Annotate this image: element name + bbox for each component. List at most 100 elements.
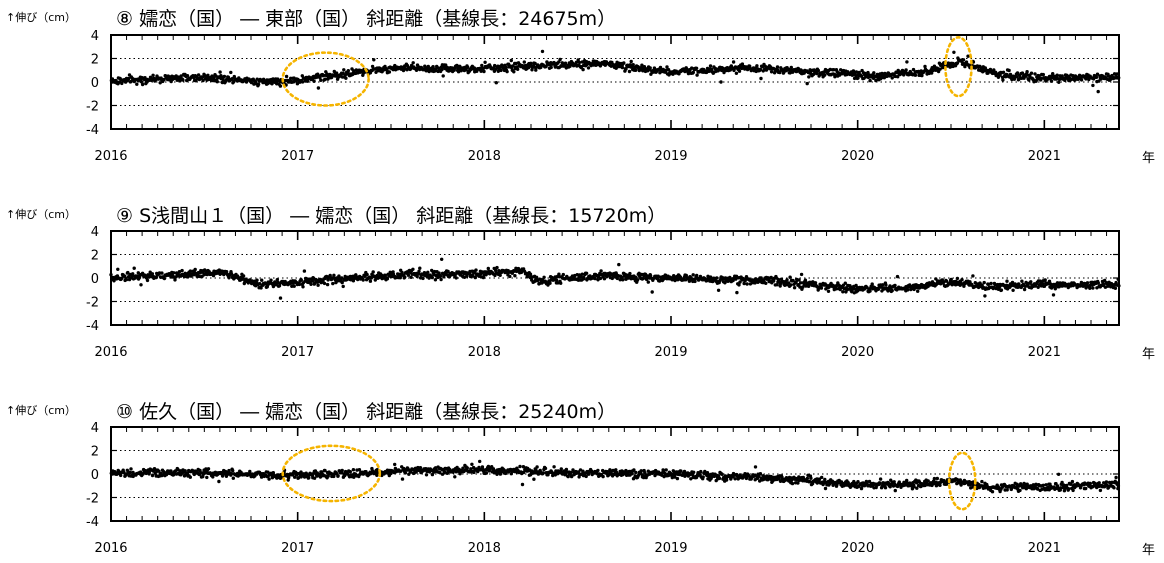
data-point — [832, 68, 836, 72]
data-point — [307, 476, 311, 480]
data-point — [119, 473, 123, 478]
x-tick-label: 2017 — [281, 345, 314, 360]
data-point — [552, 465, 556, 469]
data-point — [292, 284, 296, 288]
x-tick-label: 2020 — [841, 541, 874, 556]
data-point — [941, 65, 945, 70]
data-point — [464, 68, 468, 72]
data-point — [438, 274, 443, 278]
data-point — [629, 59, 633, 64]
data-point — [548, 281, 552, 285]
data-point — [859, 486, 864, 491]
data-point — [764, 281, 768, 285]
data-point — [151, 73, 155, 78]
data-point — [643, 471, 647, 475]
data-point — [582, 276, 586, 281]
data-point — [403, 275, 407, 279]
data-point — [693, 279, 697, 284]
data-point — [258, 282, 262, 286]
data-point — [816, 68, 820, 73]
data-point — [675, 476, 680, 481]
data-point — [1079, 78, 1084, 82]
data-point — [368, 279, 373, 283]
y-axis-label: ↑伸び（cm） — [6, 404, 76, 417]
data-point — [255, 77, 259, 81]
data-point — [872, 71, 876, 75]
data-point — [807, 284, 811, 288]
data-point — [278, 84, 283, 88]
data-point — [991, 285, 996, 290]
data-point — [201, 78, 205, 83]
data-point — [229, 70, 233, 75]
data-point — [944, 279, 949, 283]
data-point — [302, 475, 307, 479]
data-point — [290, 284, 294, 288]
data-point — [1001, 78, 1005, 82]
data-point — [596, 468, 600, 473]
y-tick-label: -2 — [86, 100, 99, 115]
data-point — [509, 58, 513, 63]
data-point — [980, 479, 984, 484]
data-point — [331, 281, 335, 286]
data-point — [882, 76, 886, 80]
data-point — [962, 284, 966, 288]
data-point — [719, 80, 723, 84]
data-point — [980, 283, 984, 287]
data-point — [316, 86, 321, 90]
data-point — [1098, 488, 1103, 493]
data-point — [528, 272, 533, 276]
data-point — [479, 69, 483, 73]
data-point — [584, 474, 588, 479]
y-tick-label: 4 — [91, 421, 99, 436]
data-point — [1057, 80, 1061, 85]
data-point — [227, 276, 231, 280]
data-point — [471, 465, 476, 470]
data-point — [1084, 486, 1088, 491]
data-point — [292, 76, 296, 80]
data-point — [541, 471, 545, 475]
x-tick-label: 2021 — [1028, 345, 1061, 360]
data-point — [896, 75, 900, 79]
data-point — [543, 466, 548, 471]
data-point — [1041, 72, 1046, 77]
data-point — [1056, 472, 1061, 476]
data-point — [1091, 286, 1095, 290]
data-point — [287, 475, 291, 480]
data-point — [841, 290, 845, 294]
data-point — [229, 272, 234, 276]
data-point — [511, 64, 515, 68]
data-point — [692, 470, 696, 474]
data-point — [509, 472, 513, 476]
y-tick-label: -4 — [86, 319, 99, 334]
data-point — [934, 480, 938, 484]
data-point — [224, 270, 229, 274]
data-point — [140, 82, 145, 87]
data-point — [1036, 487, 1040, 491]
data-point — [792, 286, 797, 290]
data-point — [365, 272, 369, 277]
data-point — [173, 278, 177, 282]
x-tick-label: 2016 — [94, 541, 127, 556]
data-point — [135, 82, 139, 86]
data-point — [868, 289, 872, 293]
data-point — [455, 63, 459, 68]
data-point — [805, 81, 809, 86]
data-point — [913, 73, 918, 77]
data-point — [256, 82, 261, 87]
data-point — [319, 78, 323, 83]
data-point — [409, 275, 413, 279]
data-point — [870, 282, 874, 286]
data-point — [650, 290, 654, 294]
data-point — [593, 276, 597, 281]
data-point — [664, 468, 668, 472]
data-point — [241, 274, 246, 278]
data-point — [788, 275, 792, 279]
data-point — [757, 474, 761, 478]
data-point — [1015, 75, 1019, 79]
data-point — [745, 282, 749, 286]
data-point — [529, 61, 533, 65]
data-point — [1025, 70, 1029, 74]
chart-title: ⑧ 嬬恋（国） ― 東部（国） 斜距離（基線長：24675m） — [116, 8, 616, 30]
data-point — [323, 77, 327, 81]
data-point — [775, 283, 779, 287]
